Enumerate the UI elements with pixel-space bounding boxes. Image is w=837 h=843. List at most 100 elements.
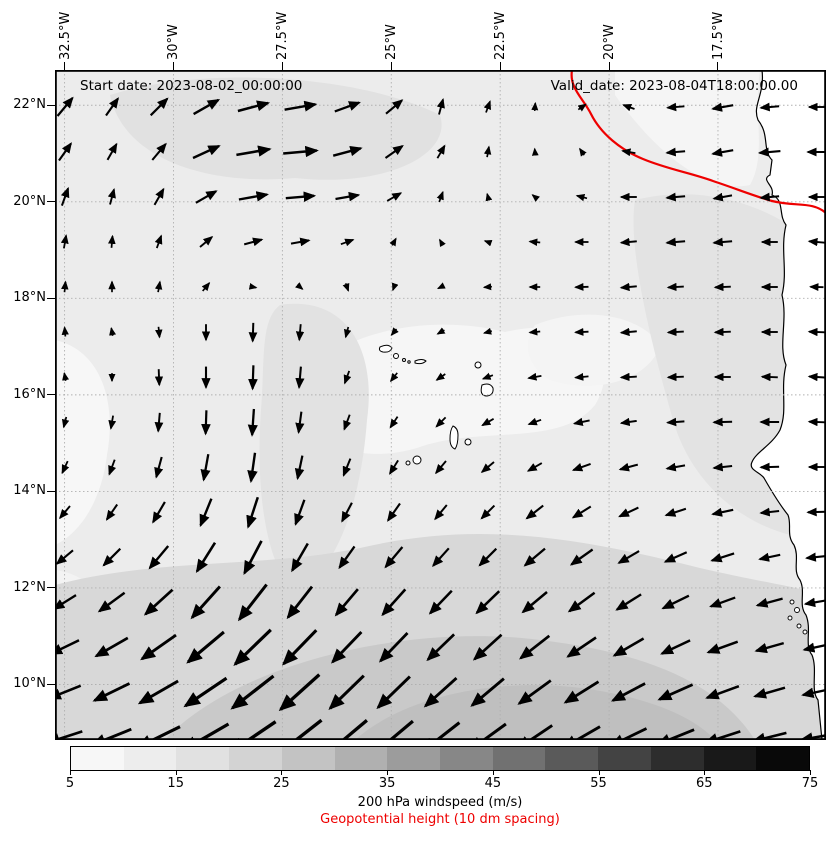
wind-arrow [108,415,117,430]
wind-arrow [295,282,304,290]
geopotential-height-contour [570,70,826,214]
top-axis-tick [608,62,610,70]
map-canvas [55,70,826,740]
wind-arrow [151,142,167,161]
wind-arrow [619,237,637,247]
wind-arrow [619,282,637,292]
wind-arrow [389,237,397,247]
colorbar-segment [756,747,810,770]
wind-arrow [485,192,493,202]
wind-arrow [381,588,407,617]
wind-arrow [343,414,352,431]
colorbar-segment [334,747,388,770]
wind-arrow [102,547,122,567]
colorbar-tick-label: 15 [167,776,184,791]
wind-arrow [237,583,268,622]
wind-arrow [61,280,69,293]
wind-arrow [657,683,694,701]
wind-arrow [432,547,450,568]
wind-arrow [619,417,637,427]
wind-arrow [330,630,363,664]
wind-arrow [149,97,169,117]
wind-arrow [342,282,350,292]
wind-arrow [335,191,361,202]
wind-arrow [233,628,272,666]
wind-arrow [55,594,77,610]
wind-arrow [758,552,781,562]
left-axis-tick-label: 14°N [13,483,46,499]
wind-arrow [618,506,639,518]
wind-arrow [137,679,179,705]
wind-arrow [619,372,637,382]
wind-arrow [373,719,414,740]
wind-arrow [97,591,126,613]
wind-arrow [483,239,493,247]
wind-arrow [528,238,541,246]
wind-arrow [201,281,211,292]
wind-arrow [483,100,491,113]
wind-arrow [140,633,177,661]
bijagos-islands [787,599,808,635]
wind-arrow [666,102,685,112]
top-axis-tick [717,62,719,70]
wind-arrow [575,193,588,202]
wind-arrow [340,238,355,247]
colorbar-segment [703,747,757,770]
colorbar-overlay-label: Geopotential height (10 dm spacing) [320,812,560,827]
wind-arrow [801,687,826,698]
wind-arrow [90,727,132,740]
wind-arrow [622,104,635,112]
wind-arrow [436,282,446,290]
colorbar-segment [176,747,230,770]
wind-arrow [712,417,733,427]
wind-arrow [154,456,164,479]
wind-arrow [248,365,258,391]
wind-arrow [436,327,446,335]
wind-arrow [153,187,165,206]
wind-arrow [192,144,221,160]
wind-arrow [665,192,686,202]
wind-arrow [236,145,272,157]
wind-arrow [154,280,163,293]
wind-arrow [711,147,734,157]
colorbar-tick [492,770,494,775]
wind-arrow [286,585,314,620]
wind-arrow [470,677,505,707]
wind-arrow [805,552,826,562]
left-axis-tick-label: 12°N [13,579,46,595]
wind-arrow [55,730,83,740]
wind-arrow [342,458,352,477]
wind-arrow [655,728,695,740]
wind-arrow [387,502,401,522]
wind-arrow [807,417,825,427]
wind-arrow [525,504,544,520]
wind-arrow [391,282,399,292]
wind-arrow [186,630,225,664]
wind-arrow [660,639,691,655]
wind-arrow [384,145,404,159]
wind-arrow [426,633,456,662]
colorbar-tick [175,770,177,775]
wind-arrow [105,97,119,117]
wind-arrow [62,371,70,381]
wind-arrow [436,98,445,115]
wind-arrow [712,237,733,247]
colorbar-segment [492,747,546,770]
west-africa-coastline [750,70,826,740]
wind-arrow [60,234,69,249]
wind-arrow [664,507,687,517]
wind-arrow [343,326,352,339]
wind-arrow [475,590,501,615]
wind-arrow [439,238,446,248]
wind-arrow [420,721,461,740]
wind-arrow [105,503,119,521]
top-axis-tick-label: 27.5°W [275,11,291,60]
left-axis-tick-label: 18°N [13,290,46,306]
wind-arrow [526,462,543,472]
wind-arrow [807,372,825,382]
wind-arrow [291,542,309,573]
wind-arrow [378,632,409,663]
wind-arrow [190,585,221,620]
colorbar-tick [70,770,71,775]
wind-arrow [61,326,69,337]
